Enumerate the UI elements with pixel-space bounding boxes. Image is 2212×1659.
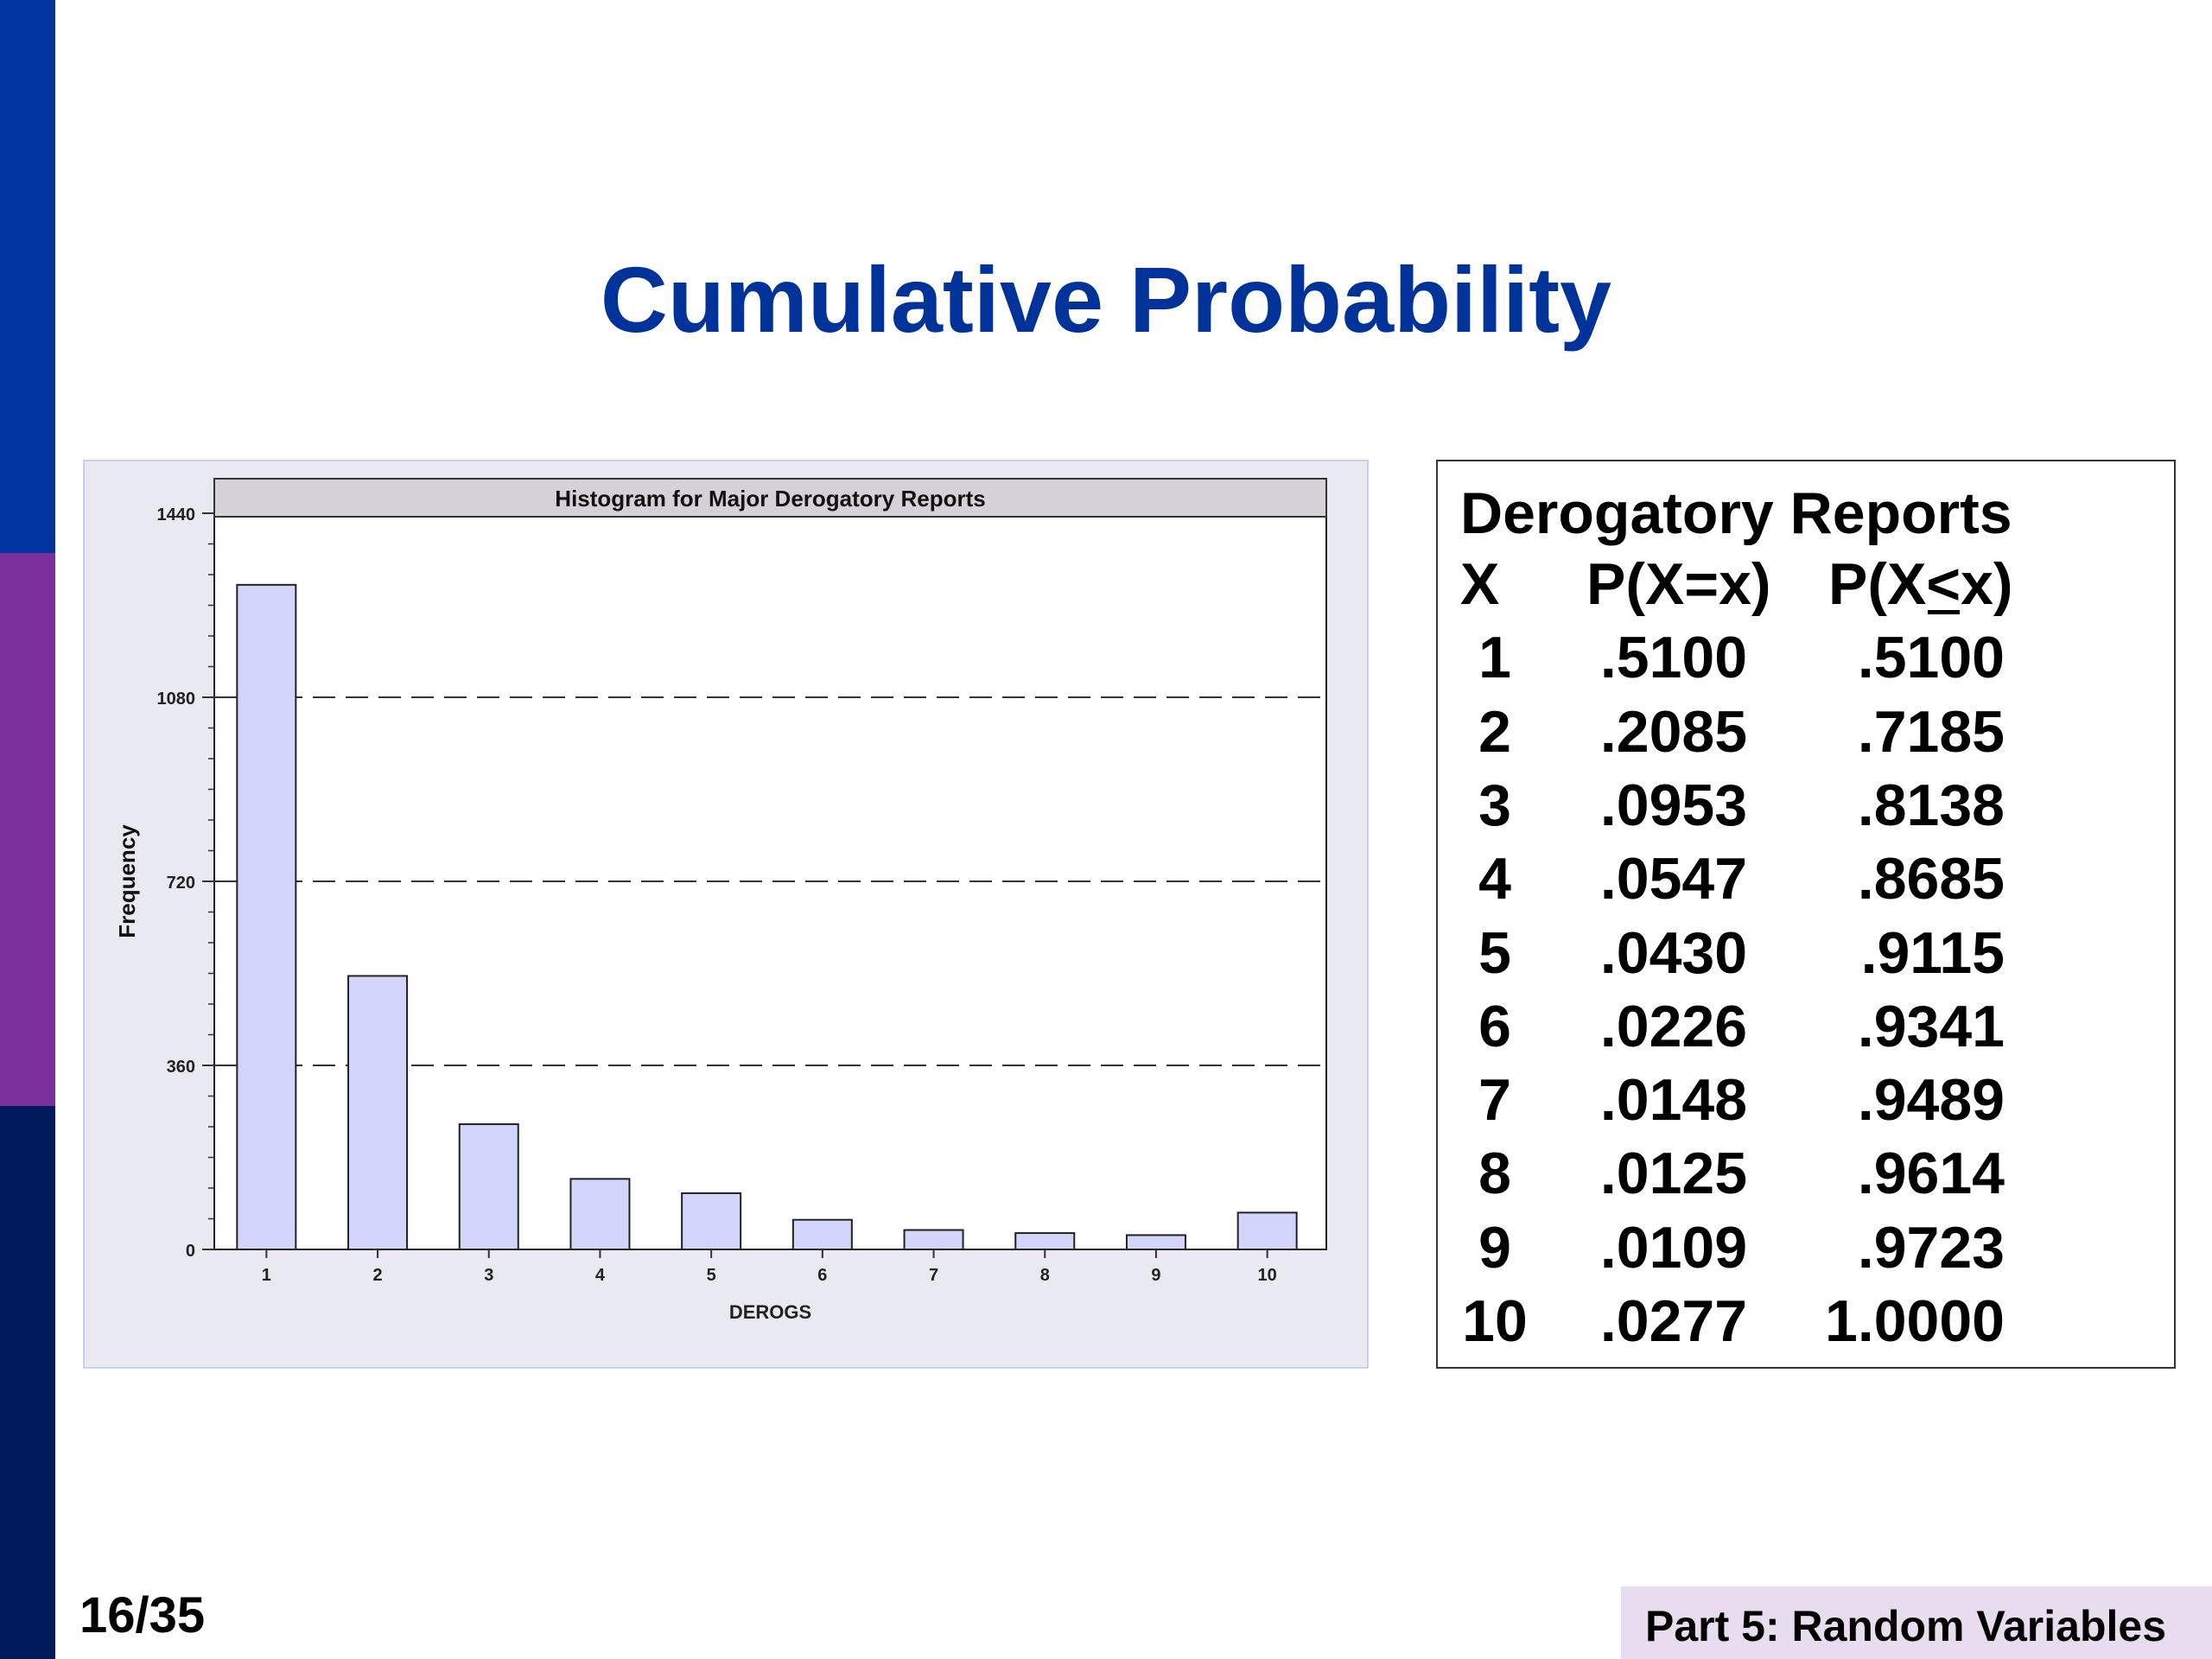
x-tick-label: 8 — [1040, 1266, 1050, 1285]
x-tick-label: 6 — [817, 1266, 827, 1285]
cell-cdf: 1.0000 — [1825, 1288, 2005, 1354]
cell-cdf: .8138 — [1857, 772, 2005, 838]
page-number: 16/35 — [79, 1587, 206, 1643]
bar-5 — [681, 1192, 742, 1251]
bar-2 — [347, 975, 409, 1250]
x-tick-label: 7 — [929, 1266, 938, 1285]
table-row: 8 .0125 .9614 — [1438, 1137, 2174, 1211]
histogram-svg: Histogram for Major Derogatory Reports 0 3… — [114, 478, 1327, 1323]
cell-pmf: .0125 — [1599, 1141, 1748, 1207]
x-tick-label: 2 — [372, 1266, 382, 1285]
bar-3 — [458, 1123, 519, 1251]
x-tick-label: 3 — [484, 1266, 493, 1285]
bar-6 — [791, 1218, 853, 1251]
cell-x: 7 — [1478, 1067, 1511, 1134]
cell-cdf: .9614 — [1857, 1141, 2005, 1207]
table-title: Derogatory Reports — [1460, 480, 2012, 546]
cell-pmf: .0953 — [1599, 772, 1748, 838]
side-band-middle — [0, 553, 55, 1106]
y-tick-label: 1440 — [157, 505, 196, 524]
x-tick-label: 10 — [1258, 1266, 1277, 1285]
bar-1 — [236, 583, 297, 1251]
cell-x: 2 — [1478, 698, 1511, 765]
table-row: 10 .0277 1.0000 — [1438, 1285, 2174, 1358]
table-row: 9 .0109 .9723 — [1438, 1211, 2174, 1285]
header-x: X — [1460, 551, 1500, 617]
y-tick-label: 1080 — [157, 690, 196, 709]
table-row: 3 .0953 .8138 — [1438, 769, 2174, 842]
table-row: 5 .0430 .9115 — [1438, 917, 2174, 990]
table-row: 7 .0148 .9489 — [1438, 1064, 2174, 1137]
header-cdf-suffix: x) — [1961, 551, 2013, 617]
probability-table: Derogatory Reports X P(X=x) P(X<x) 1 .5100 .5… — [1436, 460, 2176, 1369]
cell-x: 1 — [1478, 625, 1511, 691]
cell-pmf: .5100 — [1599, 625, 1748, 691]
y-tick-label: 0 — [186, 1242, 195, 1261]
cell-cdf: .8685 — [1857, 846, 2005, 912]
cell-cdf: .9489 — [1857, 1067, 2005, 1134]
bar-4 — [569, 1178, 631, 1250]
y-tick-label: 720 — [167, 874, 195, 893]
chart-title-bar — [213, 478, 1327, 518]
cell-pmf: .0430 — [1599, 919, 1748, 986]
side-band-top — [0, 0, 55, 553]
table-row: 2 .2085 .7185 — [1438, 696, 2174, 769]
cell-x: 4 — [1478, 846, 1511, 912]
cell-pmf: .0277 — [1599, 1288, 1748, 1354]
table-header-row: X P(X=x) P(X<x) — [1438, 548, 2174, 621]
y-tick-label: 360 — [167, 1058, 195, 1077]
slide-title: Cumulative Probability — [600, 247, 1612, 352]
header-cdf: P(X<x) — [1828, 548, 2088, 621]
x-axis-label: DEROGS — [729, 1301, 811, 1323]
x-tick-label: 1 — [262, 1266, 271, 1285]
table-row: 6 .0226 .9341 — [1438, 990, 2174, 1064]
y-axis-label: Frequency — [114, 824, 140, 938]
cell-x: 6 — [1478, 993, 1511, 1059]
table-row: 4 .0547 .8685 — [1438, 842, 2174, 916]
cell-cdf: .5100 — [1857, 625, 2005, 691]
footer-box: Part 5: Random Variables — [1621, 1586, 2212, 1659]
bar-10 — [1236, 1211, 1298, 1251]
histogram-chart: Histogram for Major Derogatory Reports 0 3… — [83, 460, 1369, 1369]
cell-pmf: .2085 — [1599, 698, 1748, 765]
cell-cdf: .7185 — [1857, 698, 2005, 765]
header-cdf-prefix: P(X — [1828, 551, 1927, 617]
cell-x: 3 — [1478, 772, 1511, 838]
cell-pmf: .0226 — [1599, 993, 1748, 1059]
bar-9 — [1125, 1234, 1186, 1251]
cell-x: 5 — [1478, 919, 1511, 986]
bar-7 — [903, 1229, 964, 1250]
x-tick-label: 5 — [707, 1266, 716, 1285]
cell-cdf: .9341 — [1857, 993, 2005, 1059]
cell-pmf: .0109 — [1599, 1214, 1748, 1281]
bar-8 — [1014, 1232, 1076, 1250]
cell-cdf: .9723 — [1857, 1214, 2005, 1281]
cell-pmf: .0148 — [1599, 1067, 1748, 1134]
cell-cdf: .9115 — [1860, 919, 2005, 986]
side-band-bottom — [0, 1106, 55, 1659]
table-row: 1 .5100 .5100 — [1438, 621, 2174, 695]
x-tick-label: 4 — [595, 1266, 606, 1285]
chart-title: Histogram for Major Derogatory Reports — [555, 486, 985, 512]
less-equal-symbol: < — [1926, 548, 1961, 621]
cell-x: 8 — [1478, 1141, 1511, 1207]
x-tick-label: 9 — [1151, 1266, 1160, 1285]
cell-x: 10 — [1462, 1288, 1528, 1354]
footer-label: Part 5: Random Variables — [1645, 1602, 2167, 1650]
cell-pmf: .0547 — [1599, 846, 1748, 912]
cell-x: 9 — [1478, 1214, 1511, 1281]
header-pmf: P(X=x) — [1586, 551, 1771, 617]
